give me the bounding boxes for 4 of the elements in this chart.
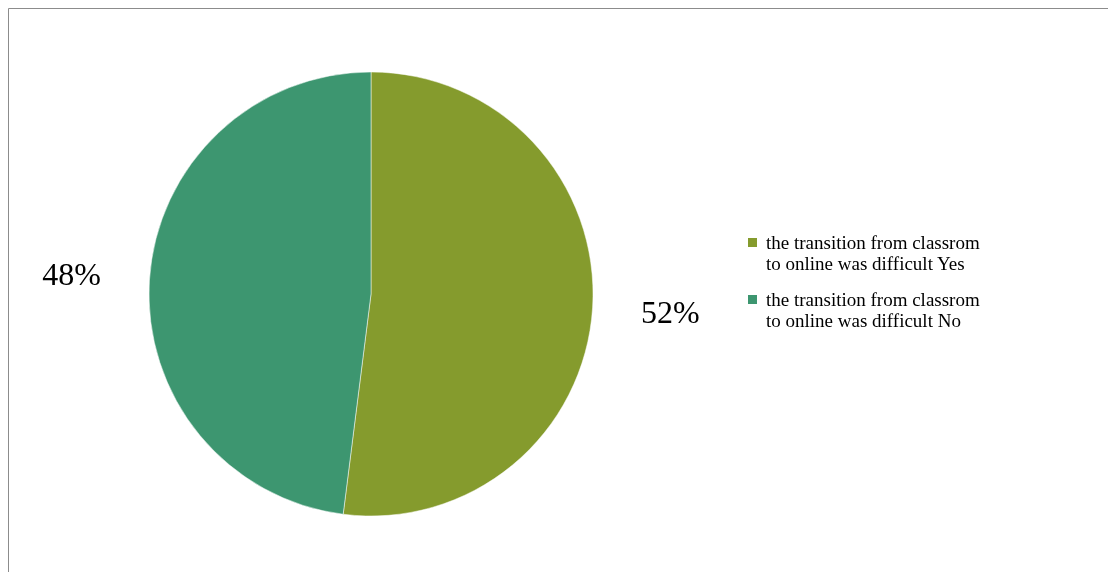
legend-label: the transition from classrom to online was difficult No: [766, 288, 980, 331]
legend-label: the transition from classrom to online was difficult Yes: [766, 231, 980, 274]
data-label: 52%: [641, 293, 700, 330]
data-label: 48%: [42, 256, 101, 293]
